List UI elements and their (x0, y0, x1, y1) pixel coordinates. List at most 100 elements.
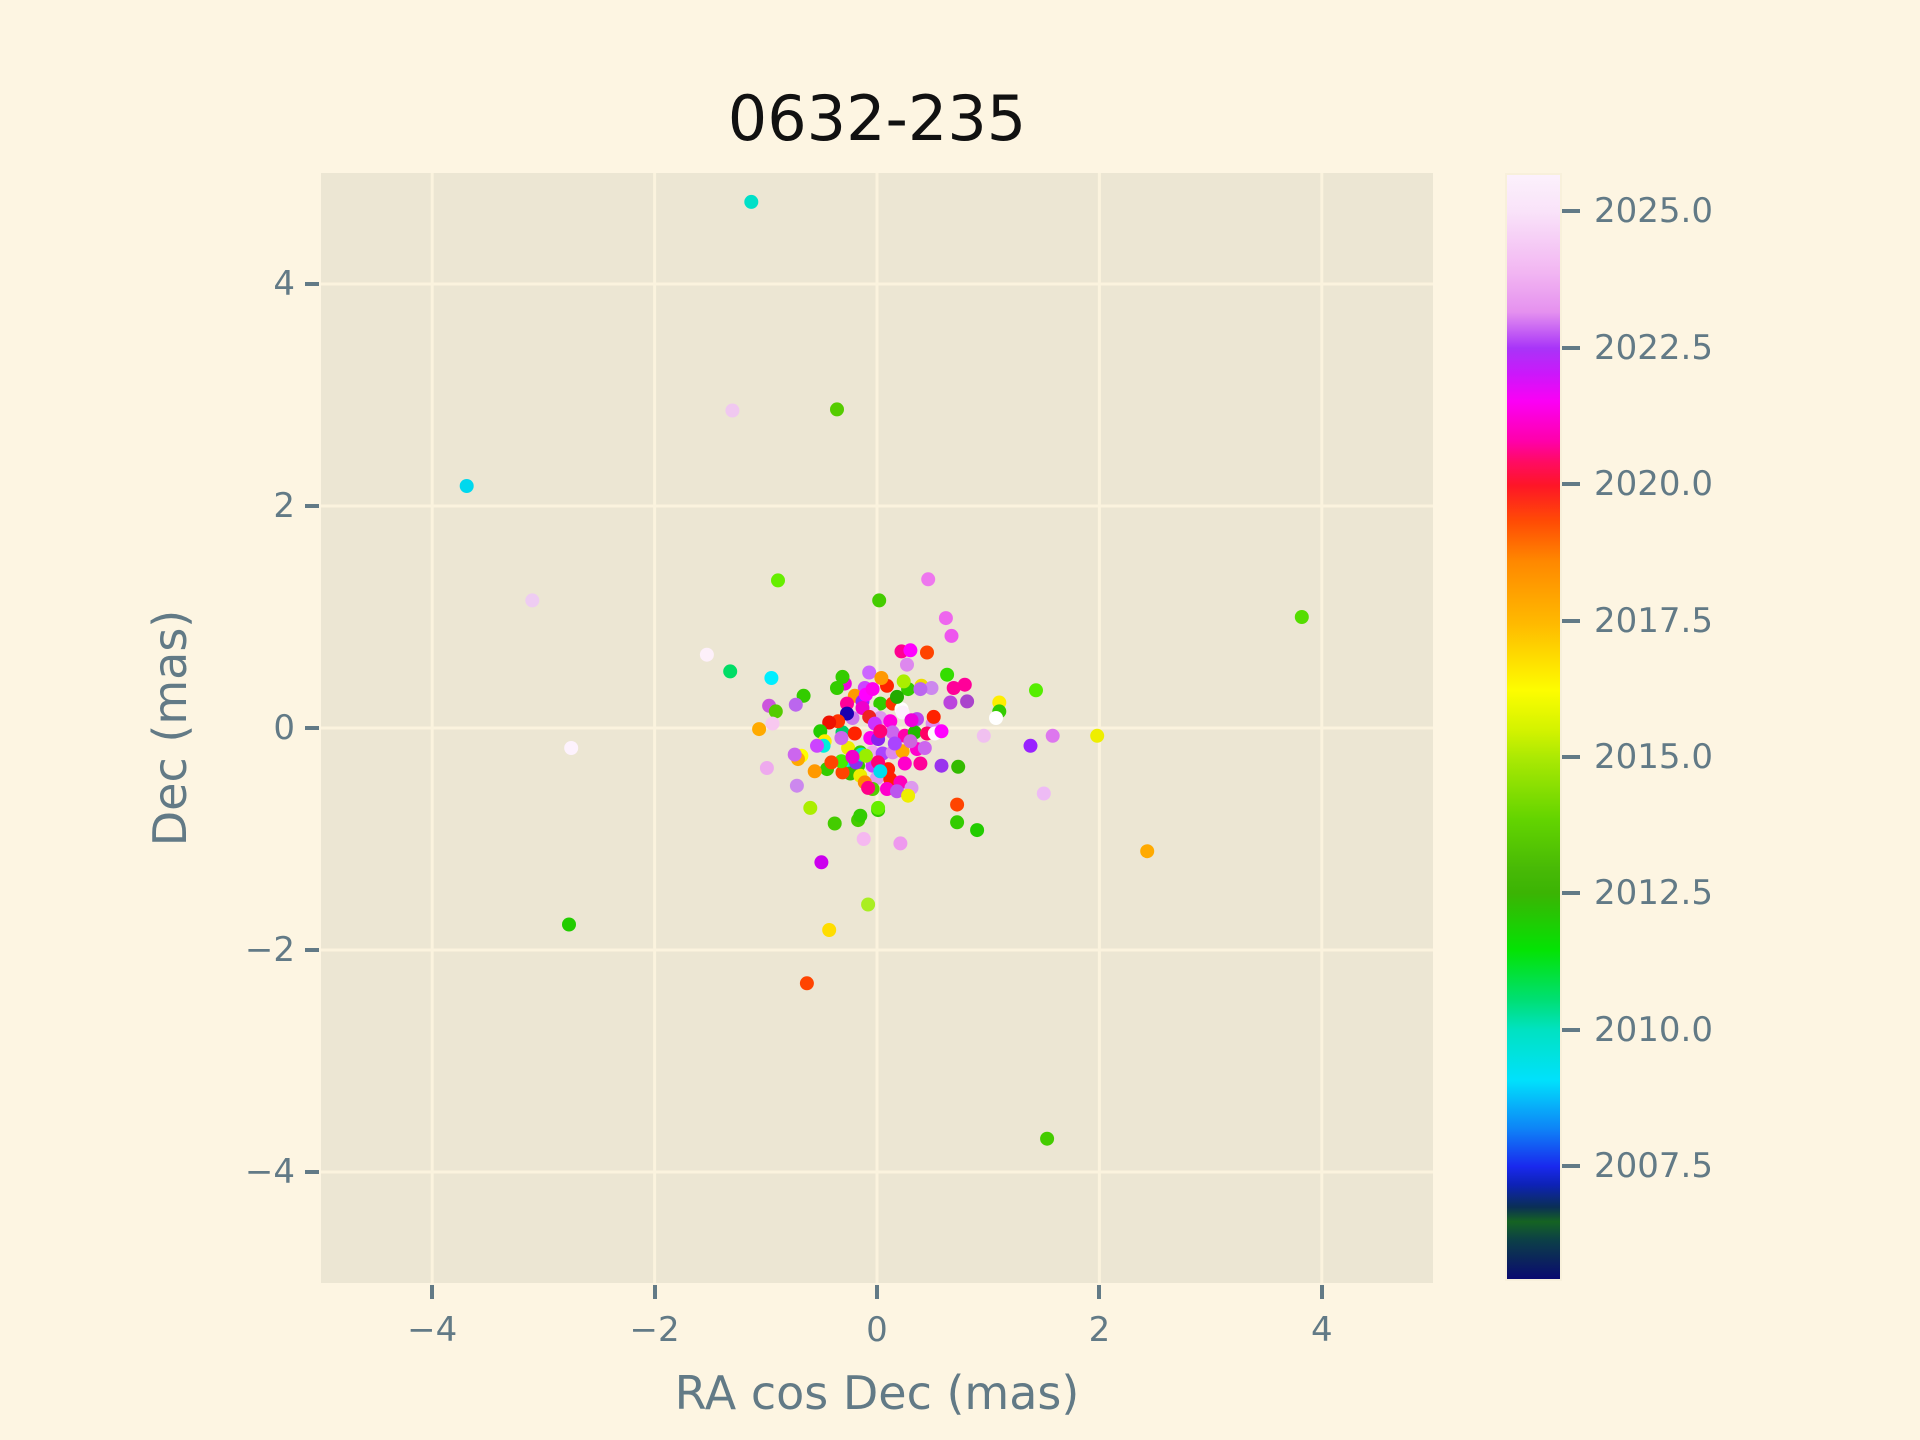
scatter-canvas (321, 173, 1433, 1283)
scatter-point (900, 657, 914, 672)
scatter-point (934, 724, 949, 739)
scatter-point (874, 671, 889, 685)
scatter-point (926, 709, 941, 724)
scatter-point (921, 572, 936, 587)
scatter-point (871, 800, 886, 815)
scatter-point (822, 715, 837, 730)
scatter-point (835, 765, 850, 780)
scatter-point (873, 764, 888, 779)
x-tick-mark (1319, 1285, 1324, 1299)
colorbar-tick-mark (1562, 755, 1580, 760)
scatter-point (1040, 1131, 1055, 1146)
scatter-point (765, 716, 780, 731)
scatter-point (840, 696, 854, 711)
y-tick-mark (305, 504, 319, 508)
scatter-point (890, 784, 904, 799)
scatter-point (725, 403, 740, 418)
scatter-point (897, 756, 912, 771)
y-tick-label: 0 (273, 708, 295, 748)
scatter-point (862, 665, 877, 680)
colorbar-tick-mark (1562, 1164, 1580, 1169)
x-tick-label: 2 (1088, 1310, 1111, 1350)
scatter-point (834, 731, 849, 745)
scatter-point (896, 674, 911, 689)
colorbar-gradient (1507, 175, 1560, 1279)
x-tick-label: −4 (407, 1310, 458, 1350)
scatter-point (943, 695, 958, 710)
scatter-point (872, 593, 887, 608)
scatter-point (459, 479, 474, 493)
scatter-point (1023, 738, 1038, 753)
y-tick-mark (305, 1170, 319, 1174)
y-tick-label: 2 (273, 486, 295, 526)
y-tick-mark (305, 948, 319, 952)
scatter-point (788, 697, 803, 712)
colorbar-tick-label: 2025.0 (1594, 191, 1713, 232)
colorbar-tick-label: 2012.5 (1594, 873, 1713, 914)
scatter-point (807, 764, 822, 779)
scatter-point (865, 682, 880, 697)
scatter-point (1045, 728, 1060, 743)
scatter-point (903, 643, 918, 658)
colorbar-tick-mark (1562, 345, 1580, 350)
scatter-point (887, 736, 902, 751)
scatter-point (723, 664, 738, 679)
scatter-point (768, 704, 783, 719)
scatter-point (827, 816, 842, 831)
scatter-point (789, 778, 804, 793)
scatter-point (1036, 786, 1051, 801)
scatter-point (830, 681, 844, 695)
scatter-point (803, 800, 818, 815)
scatter-point (951, 759, 966, 774)
scatter-point (934, 758, 949, 773)
scatter-point (890, 689, 904, 704)
scatter-point (873, 696, 888, 711)
x-tick-label: 0 (866, 1310, 888, 1350)
scatter-point (970, 823, 985, 838)
scatter-point (917, 741, 932, 755)
scatter-point (861, 780, 876, 795)
scatter-point (1294, 610, 1309, 624)
colorbar-tick-mark (1562, 209, 1580, 214)
x-tick-mark (1097, 1285, 1102, 1299)
x-tick-label: −2 (629, 1310, 680, 1350)
scatter-point (944, 628, 959, 643)
scatter-point (901, 788, 916, 803)
scatter-point (814, 855, 829, 870)
colorbar-tick-label: 2007.5 (1594, 1146, 1713, 1187)
scatter-point (562, 917, 576, 932)
scatter-point (924, 681, 939, 695)
y-tick-label: −4 (244, 1152, 295, 1192)
scatter-point (752, 722, 767, 737)
scatter-point (861, 897, 876, 912)
colorbar-tick-label: 2022.5 (1594, 327, 1713, 368)
scatter-point (830, 402, 844, 417)
colorbar-tick-mark (1562, 1027, 1580, 1032)
scatter-point (873, 724, 888, 739)
x-tick-mark (875, 1285, 879, 1299)
colorbar (1505, 173, 1562, 1281)
x-tick-mark (652, 1285, 657, 1299)
scatter-point (771, 573, 785, 588)
scatter-point (525, 593, 540, 608)
scatter-point (799, 976, 814, 991)
y-tick-label: −2 (244, 930, 295, 970)
scatter-point (1090, 728, 1105, 743)
scatter-point (856, 832, 871, 846)
scatter-point (904, 713, 919, 728)
scatter-point (940, 667, 955, 682)
scatter-point (858, 748, 873, 763)
colorbar-tick-label: 2015.0 (1594, 737, 1713, 778)
colorbar-tick-mark (1562, 618, 1580, 623)
x-tick-label: 4 (1310, 1310, 1333, 1350)
x-axis-label: RA cos Dec (mas) (674, 1366, 1080, 1420)
scatter-point (950, 815, 965, 830)
scatter-point (1140, 844, 1155, 859)
scatter-point (759, 761, 774, 775)
y-tick-mark (305, 282, 319, 286)
scatter-point (938, 611, 953, 626)
scatter-point (764, 671, 779, 685)
colorbar-tick-mark (1562, 891, 1580, 896)
colorbar-tick-label: 2010.0 (1594, 1009, 1713, 1050)
